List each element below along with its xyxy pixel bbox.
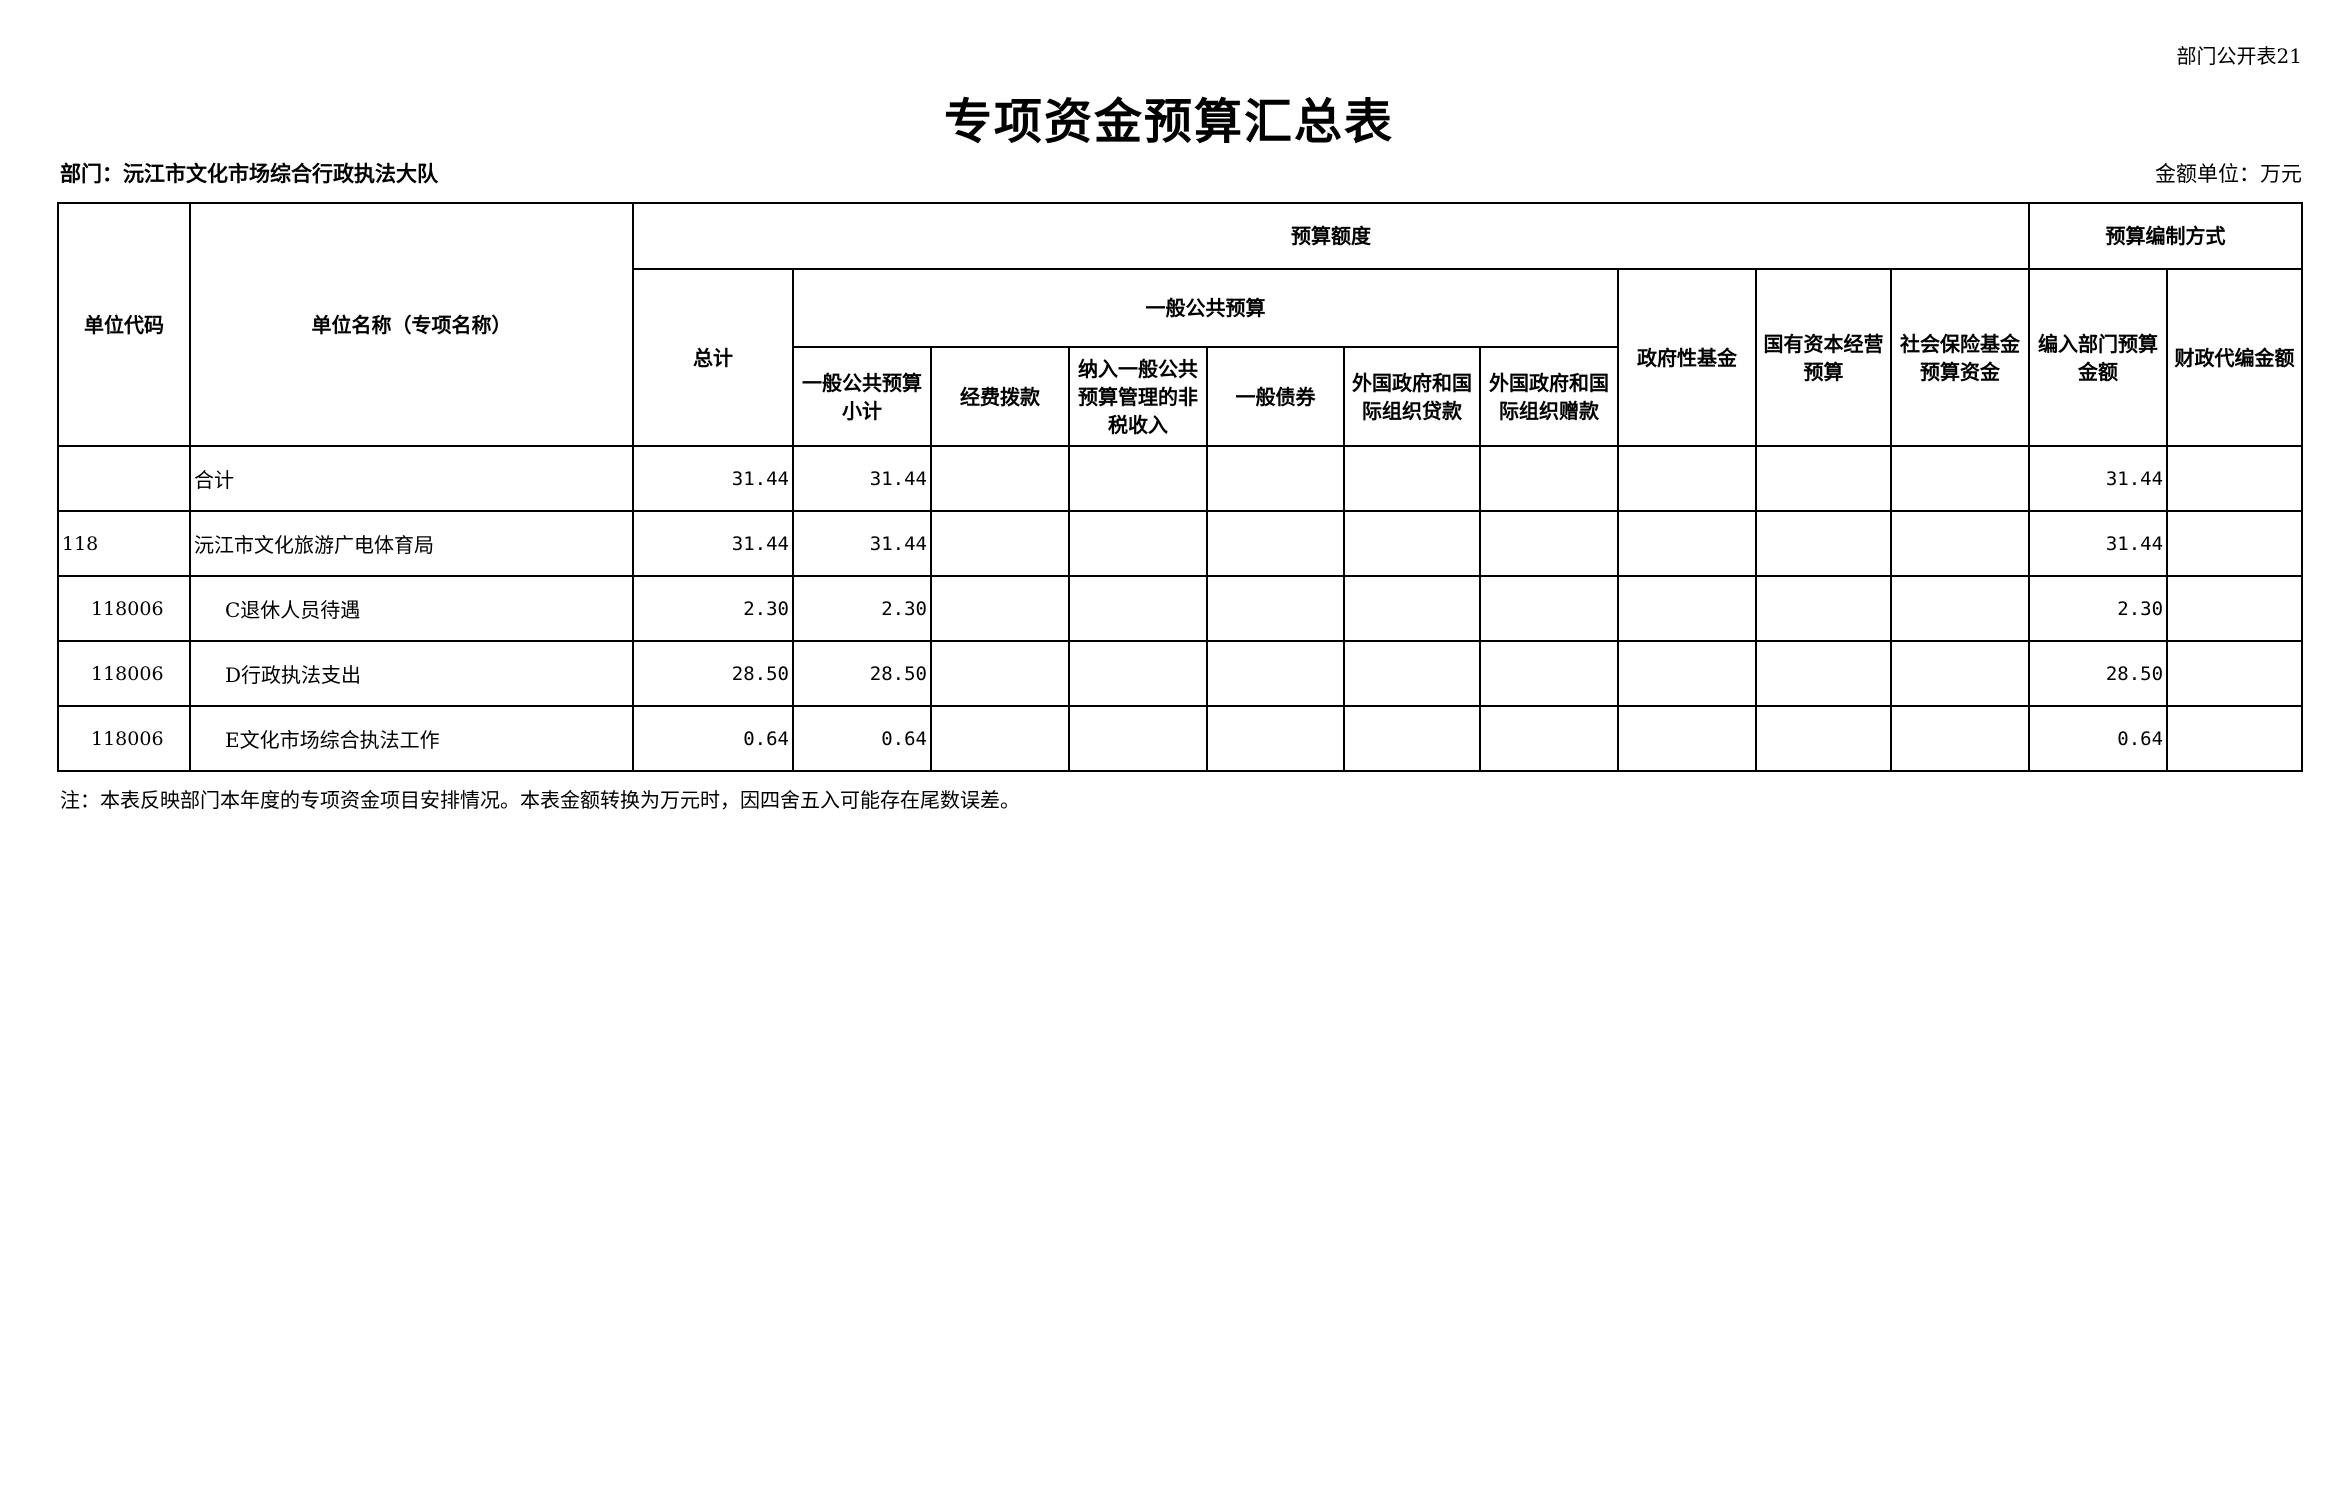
gov-fund-cell: [1617, 445, 1757, 512]
foreign-grants-cell: [1479, 575, 1619, 642]
dept-budget-cell: 31.44: [2028, 510, 2169, 577]
non-tax-income-cell: [1068, 705, 1208, 772]
foreign-loans-cell: [1343, 640, 1481, 707]
header-social-insurance: 社会保险基金预算资金: [1889, 268, 2031, 447]
table-row: 118006 E文化市场综合执法工作 0.64 0.64 0.64: [57, 705, 2304, 772]
header-budget-method: 预算编制方式: [2028, 202, 2304, 270]
total-cell: 2.30: [632, 575, 794, 642]
state-capital-cell: [1755, 510, 1892, 577]
table-row: 合计 31.44 31.44 31.44: [57, 445, 2304, 512]
dept-budget-cell: 0.64: [2028, 705, 2169, 772]
funding-allocation-cell: [930, 705, 1070, 772]
currency-unit-label: 金额单位：万元: [2155, 162, 2302, 186]
dept-budget-cell: 2.30: [2028, 575, 2169, 642]
general-bonds-cell: [1206, 445, 1345, 512]
fiscal-agency-cell: [2166, 640, 2304, 707]
header-fiscal-agency: 财政代编金额: [2166, 268, 2304, 447]
funding-allocation-cell: [930, 445, 1070, 512]
gpb-subtotal-cell: 0.64: [792, 705, 932, 772]
foreign-loans-cell: [1343, 445, 1481, 512]
social-insurance-cell: [1889, 705, 2031, 772]
gov-fund-cell: [1617, 705, 1757, 772]
fiscal-agency-cell: [2166, 510, 2304, 577]
total-cell: 31.44: [632, 510, 794, 577]
header-dept-budget: 编入部门预算金额: [2028, 268, 2169, 447]
page-title: 专项资金预算汇总表: [943, 94, 1394, 150]
foreign-loans-cell: [1343, 510, 1481, 577]
gpb-subtotal-cell: 31.44: [792, 510, 932, 577]
budget-table: 单位代码 单位名称（专项名称） 预算额度 预算编制方式 总计 一般公共预算 政府…: [57, 202, 2304, 772]
foreign-grants-cell: [1479, 445, 1619, 512]
table-row: 118006 D行政执法支出 28.50 28.50 28.50: [57, 640, 2304, 707]
footnote: 注：本表反映部门本年度的专项资金项目安排情况。本表金额转换为万元时，因四舍五入可…: [60, 788, 1020, 812]
gov-fund-cell: [1617, 640, 1757, 707]
foreign-grants-cell: [1479, 640, 1619, 707]
unit-code-cell: 118: [57, 510, 191, 577]
non-tax-income-cell: [1068, 575, 1208, 642]
header-gpb-subtotal: 一般公共预算小计: [792, 346, 932, 447]
general-bonds-cell: [1206, 575, 1345, 642]
header-total: 总计: [632, 268, 794, 447]
unit-code-cell: 118006: [57, 705, 191, 772]
social-insurance-cell: [1889, 575, 2031, 642]
foreign-grants-cell: [1479, 510, 1619, 577]
unit-code-cell: 118006: [57, 575, 191, 642]
unit-name-cell: E文化市场综合执法工作: [189, 705, 634, 772]
foreign-loans-cell: [1343, 705, 1481, 772]
header-funding-allocation: 经费拨款: [930, 346, 1070, 447]
fiscal-agency-cell: [2166, 575, 2304, 642]
total-cell: 28.50: [632, 640, 794, 707]
header-general-public-budget: 一般公共预算: [792, 268, 1619, 348]
page-label: 部门公开表21: [2176, 44, 2302, 68]
gov-fund-cell: [1617, 575, 1757, 642]
gpb-subtotal-cell: 2.30: [792, 575, 932, 642]
unit-name-cell: 沅江市文化旅游广电体育局: [189, 510, 634, 577]
non-tax-income-cell: [1068, 445, 1208, 512]
header-budget-amount: 预算额度: [631, 202, 2031, 270]
gpb-subtotal-cell: 31.44: [792, 445, 932, 512]
social-insurance-cell: [1889, 445, 2031, 512]
dept-budget-cell: 31.44: [2028, 445, 2169, 512]
funding-allocation-cell: [930, 575, 1070, 642]
unit-code-cell: 118006: [57, 640, 191, 707]
non-tax-income-cell: [1068, 510, 1208, 577]
foreign-grants-cell: [1479, 705, 1619, 772]
gov-fund-cell: [1617, 510, 1757, 577]
funding-allocation-cell: [930, 640, 1070, 707]
header-state-capital: 国有资本经营预算: [1755, 268, 1892, 447]
unit-name-cell: 合计: [189, 445, 634, 512]
state-capital-cell: [1755, 445, 1892, 512]
table-row: 118 沅江市文化旅游广电体育局 31.44 31.44 31.44: [57, 510, 2304, 577]
fiscal-agency-cell: [2166, 445, 2304, 512]
general-bonds-cell: [1206, 640, 1345, 707]
foreign-loans-cell: [1343, 575, 1481, 642]
fiscal-agency-cell: [2166, 705, 2304, 772]
header-gov-fund: 政府性基金: [1617, 268, 1757, 447]
non-tax-income-cell: [1068, 640, 1208, 707]
total-cell: 31.44: [632, 445, 794, 512]
header-foreign-grants: 外国政府和国际组织赠款: [1479, 346, 1619, 447]
funding-allocation-cell: [930, 510, 1070, 577]
header-unit-name: 单位名称（专项名称）: [189, 202, 634, 447]
unit-name-cell: C退休人员待遇: [189, 575, 634, 642]
state-capital-cell: [1755, 575, 1892, 642]
header-general-bonds: 一般债券: [1206, 346, 1345, 447]
header-non-tax-income: 纳入一般公共预算管理的非税收入: [1068, 346, 1208, 447]
header-unit-code: 单位代码: [57, 202, 191, 447]
department-label: 部门：沅江市文化市场综合行政执法大队: [60, 162, 438, 186]
general-bonds-cell: [1206, 510, 1345, 577]
unit-name-cell: D行政执法支出: [189, 640, 634, 707]
general-bonds-cell: [1206, 705, 1345, 772]
header-foreign-loans: 外国政府和国际组织贷款: [1343, 346, 1481, 447]
social-insurance-cell: [1889, 640, 2031, 707]
unit-code-cell: [57, 445, 191, 512]
state-capital-cell: [1755, 640, 1892, 707]
dept-budget-cell: 28.50: [2028, 640, 2169, 707]
social-insurance-cell: [1889, 510, 2031, 577]
state-capital-cell: [1755, 705, 1892, 772]
table-row: 118006 C退休人员待遇 2.30 2.30 2.30: [57, 575, 2304, 642]
total-cell: 0.64: [632, 705, 794, 772]
gpb-subtotal-cell: 28.50: [792, 640, 932, 707]
